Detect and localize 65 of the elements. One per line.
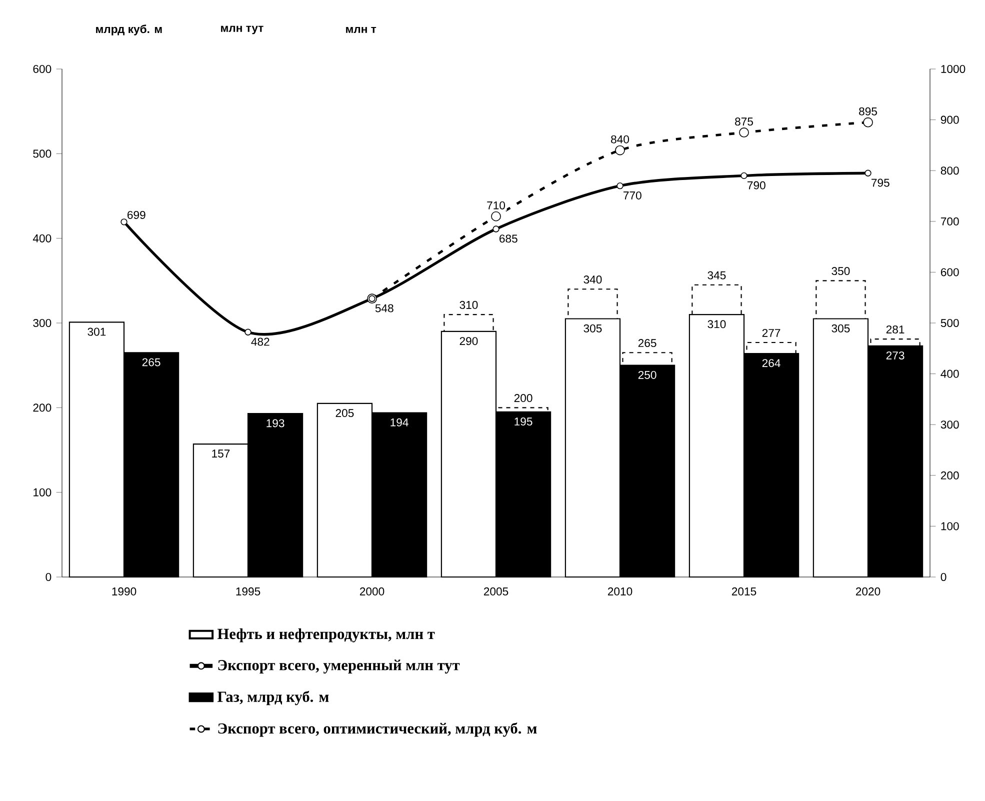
x-tick-label: 1995 — [236, 587, 260, 596]
data-label: 305 — [584, 324, 602, 332]
data-label: 350 — [832, 267, 850, 276]
x-tick-label: 1990 — [112, 587, 136, 596]
data-label: 265 — [638, 339, 656, 348]
data-label: 265 — [142, 358, 160, 366]
y-tick-label: 300 — [33, 319, 52, 328]
data-label: 290 — [460, 337, 478, 346]
data-label: 277 — [762, 328, 780, 337]
y-tick-label: 500 — [33, 150, 52, 158]
data-label: 699 — [128, 210, 146, 219]
legend-label: Газ, млрд куб. м — [217, 690, 329, 706]
data-label: 685 — [500, 234, 518, 243]
data-label: 548 — [375, 304, 394, 312]
y2-tick-label: 500 — [940, 318, 959, 328]
y2-tick-label: 900 — [940, 116, 959, 124]
data-label: 281 — [886, 325, 904, 334]
data-label: 875 — [735, 118, 753, 126]
y-tick-label: 600 — [33, 65, 52, 74]
data-label: 482 — [251, 338, 270, 346]
y-tick-label: 400 — [32, 234, 52, 242]
data-label: 795 — [872, 178, 890, 187]
data-label: 840 — [611, 135, 630, 144]
data-label: 310 — [460, 300, 478, 309]
data-label: 195 — [514, 418, 532, 426]
data-label: 895 — [859, 107, 877, 116]
data-label: 194 — [390, 418, 408, 426]
y2-tick-label: 400 — [940, 370, 959, 378]
y-tick-label: 0 — [46, 572, 52, 582]
data-label: 301 — [88, 328, 106, 336]
y-tick-label: 200 — [33, 404, 52, 412]
y2-tick-label: 200 — [940, 471, 959, 480]
data-label: 310 — [708, 320, 726, 328]
y-tick-label: 100 — [34, 488, 52, 496]
x-tick-label: 2010 — [608, 587, 632, 596]
legend-label: Экспорт всего, умеренный млн тут — [218, 660, 460, 674]
y2-tick-label: 700 — [940, 217, 959, 226]
legend-label: Экспорт всего, оптимистический, млрд куб. м — [218, 722, 537, 737]
y2-tick-label: 0 — [940, 572, 946, 582]
y2-tick-label: 600 — [940, 268, 959, 276]
data-label: 193 — [266, 419, 284, 428]
data-label: 205 — [336, 409, 354, 418]
y2-tick-label: 300 — [940, 420, 959, 429]
data-label: 157 — [212, 450, 230, 458]
text: млн т — [346, 26, 376, 34]
x-tick-label: 2020 — [856, 587, 880, 596]
data-label: 790 — [748, 181, 766, 190]
data-label: 340 — [584, 276, 602, 284]
x-tick-label: 2015 — [732, 587, 756, 596]
data-label: 710 — [487, 201, 506, 210]
text: млн тут — [221, 26, 264, 34]
data-label: 273 — [886, 351, 904, 360]
data-label: 264 — [762, 359, 780, 368]
y2-tick-label: 100 — [941, 522, 959, 530]
x-tick-label: 2000 — [360, 587, 384, 596]
data-label: 345 — [708, 271, 726, 280]
y2-tick-label: 1000 — [941, 64, 966, 73]
y2-tick-label: 800 — [940, 166, 959, 175]
x-tick-label: 2005 — [484, 587, 508, 596]
data-label: 305 — [832, 324, 850, 332]
data-label: 200 — [514, 394, 532, 402]
data-label: 770 — [624, 191, 642, 200]
text: млрд куб. м — [96, 24, 162, 36]
data-label: 250 — [638, 370, 656, 379]
legend-label: Нефть и нефтепродукты, млн т — [217, 628, 435, 642]
